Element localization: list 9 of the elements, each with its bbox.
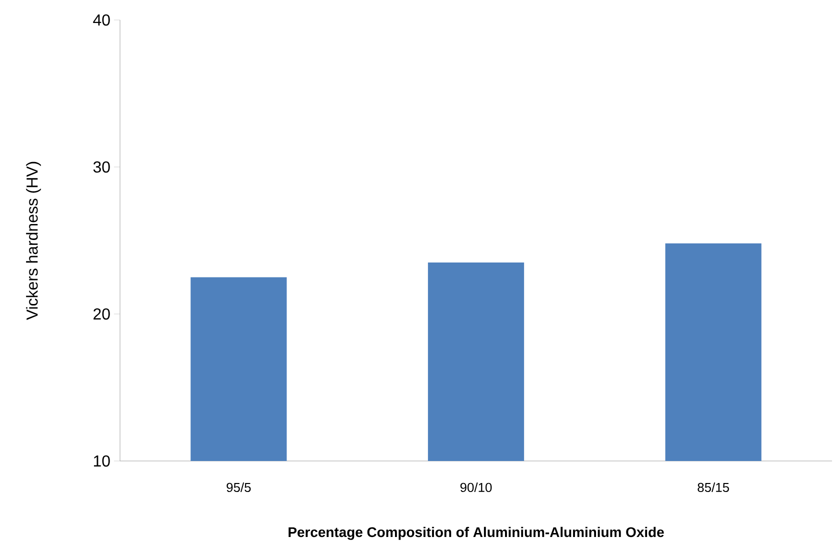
x-tick-label: 85/15: [698, 482, 729, 492]
x-tick-label: 95/5: [226, 482, 251, 492]
y-tick-label: 20: [94, 308, 110, 320]
y-tick-label: 40: [93, 14, 110, 26]
y-axis-title: Vickers hardness (HV): [26, 162, 41, 320]
x-axis-title: Percentage Composition of Aluminium-Aluminium Oxide: [288, 526, 664, 540]
x-tick-label: 90/10: [460, 482, 492, 492]
y-tick-label: 10: [94, 455, 110, 467]
y-tick-label: 30: [93, 161, 110, 173]
